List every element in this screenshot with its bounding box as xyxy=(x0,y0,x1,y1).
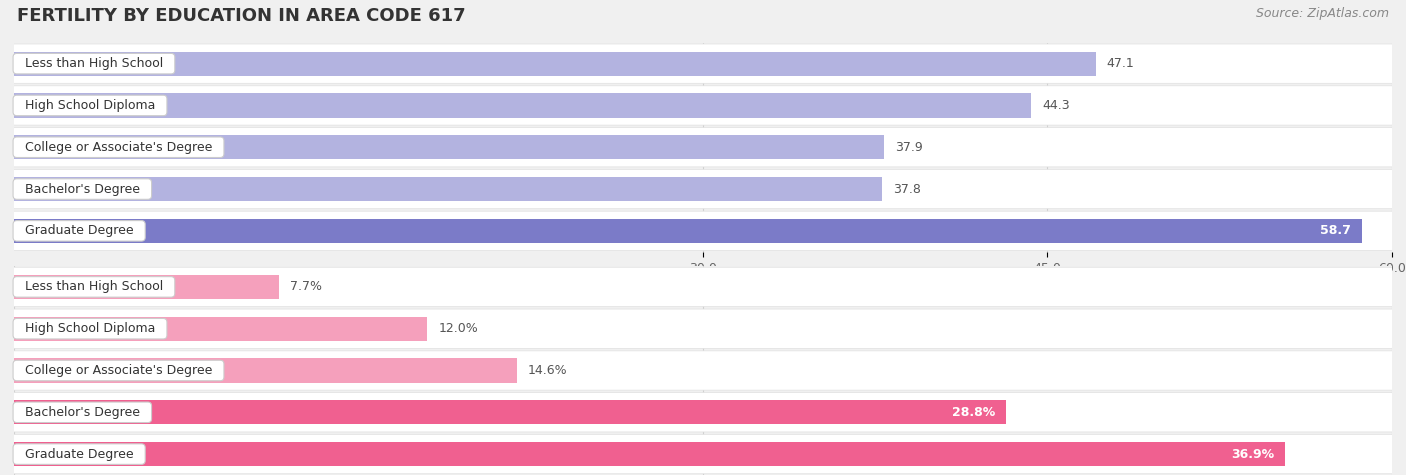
Text: Bachelor's Degree: Bachelor's Degree xyxy=(17,406,148,419)
Text: 14.6%: 14.6% xyxy=(529,364,568,377)
Text: 37.9: 37.9 xyxy=(896,141,924,154)
FancyBboxPatch shape xyxy=(14,86,1392,125)
Text: Graduate Degree: Graduate Degree xyxy=(17,224,142,238)
FancyBboxPatch shape xyxy=(14,351,1392,390)
Text: Less than High School: Less than High School xyxy=(17,280,172,294)
Text: High School Diploma: High School Diploma xyxy=(17,99,163,112)
Text: Graduate Degree: Graduate Degree xyxy=(17,447,142,461)
FancyBboxPatch shape xyxy=(14,170,1392,209)
Bar xyxy=(14,316,427,341)
FancyBboxPatch shape xyxy=(14,435,1392,474)
Bar xyxy=(14,400,1007,425)
Text: Source: ZipAtlas.com: Source: ZipAtlas.com xyxy=(1256,7,1389,20)
FancyBboxPatch shape xyxy=(14,44,1392,83)
FancyBboxPatch shape xyxy=(14,309,1392,348)
Bar xyxy=(14,93,1032,118)
Text: 36.9%: 36.9% xyxy=(1232,447,1274,461)
Text: 47.1: 47.1 xyxy=(1107,57,1135,70)
FancyBboxPatch shape xyxy=(14,211,1392,250)
Text: 12.0%: 12.0% xyxy=(439,322,478,335)
Text: FERTILITY BY EDUCATION IN AREA CODE 617: FERTILITY BY EDUCATION IN AREA CODE 617 xyxy=(17,7,465,25)
Bar xyxy=(14,275,280,299)
FancyBboxPatch shape xyxy=(14,393,1392,432)
Text: 37.8: 37.8 xyxy=(893,182,921,196)
Text: High School Diploma: High School Diploma xyxy=(17,322,163,335)
Text: College or Associate's Degree: College or Associate's Degree xyxy=(17,364,221,377)
Text: 7.7%: 7.7% xyxy=(290,280,322,294)
Text: 58.7: 58.7 xyxy=(1320,224,1351,238)
Bar xyxy=(14,218,1362,243)
Text: 44.3: 44.3 xyxy=(1042,99,1070,112)
Text: 28.8%: 28.8% xyxy=(952,406,995,419)
FancyBboxPatch shape xyxy=(14,128,1392,167)
Bar xyxy=(14,177,882,201)
Bar xyxy=(14,135,884,160)
FancyBboxPatch shape xyxy=(14,267,1392,306)
Text: College or Associate's Degree: College or Associate's Degree xyxy=(17,141,221,154)
Bar xyxy=(14,358,517,383)
Text: Bachelor's Degree: Bachelor's Degree xyxy=(17,182,148,196)
Text: Less than High School: Less than High School xyxy=(17,57,172,70)
Bar xyxy=(14,51,1095,76)
Bar xyxy=(14,442,1285,466)
